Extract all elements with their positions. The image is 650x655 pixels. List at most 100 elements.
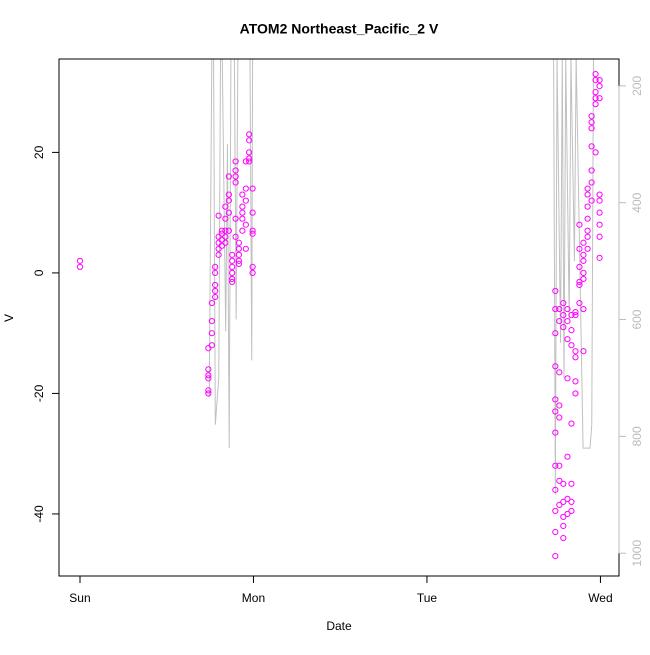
point xyxy=(222,227,229,234)
point xyxy=(572,348,579,355)
point xyxy=(588,167,595,174)
point xyxy=(584,215,591,222)
point xyxy=(596,95,603,102)
y2-tick-label: 800 xyxy=(630,426,644,446)
point xyxy=(225,209,232,216)
point xyxy=(592,89,599,96)
point xyxy=(568,327,575,334)
y-tick-label: 20 xyxy=(32,145,46,159)
point xyxy=(576,263,583,270)
point xyxy=(564,453,571,460)
point xyxy=(249,269,256,277)
point xyxy=(580,239,587,246)
point xyxy=(592,149,599,156)
point xyxy=(212,269,219,277)
point xyxy=(76,257,84,264)
point xyxy=(239,191,246,198)
point xyxy=(564,495,571,502)
y2-tick-label: 400 xyxy=(630,192,644,212)
point xyxy=(564,318,571,325)
point xyxy=(229,257,236,264)
point xyxy=(588,197,595,204)
point xyxy=(218,230,225,237)
point xyxy=(564,336,571,343)
point xyxy=(246,149,253,156)
point xyxy=(218,227,225,234)
point xyxy=(556,305,563,313)
point xyxy=(584,227,591,234)
point xyxy=(564,375,571,382)
point xyxy=(205,375,212,382)
point xyxy=(222,203,229,210)
point xyxy=(552,287,559,295)
point xyxy=(215,212,222,219)
point xyxy=(76,263,84,270)
point xyxy=(556,402,563,409)
point xyxy=(568,420,575,427)
point xyxy=(205,390,212,397)
point xyxy=(552,396,559,403)
point xyxy=(572,311,579,319)
point xyxy=(235,251,243,258)
point xyxy=(564,510,571,518)
point xyxy=(580,305,587,313)
plot-area xyxy=(76,59,603,560)
point xyxy=(560,299,567,307)
point xyxy=(242,197,249,204)
point xyxy=(208,330,215,337)
y-tick-label: 0 xyxy=(32,269,46,276)
point xyxy=(225,227,232,234)
point xyxy=(249,230,256,237)
point xyxy=(232,215,239,222)
point xyxy=(232,233,239,240)
point xyxy=(560,324,567,331)
point xyxy=(596,191,603,198)
point xyxy=(584,191,591,198)
point xyxy=(212,287,219,295)
point xyxy=(564,305,571,313)
point xyxy=(596,83,603,90)
x-tick-label: Wed xyxy=(588,591,612,605)
point xyxy=(222,239,229,246)
y-axis-label: V xyxy=(2,314,16,322)
x-tick-label: Sun xyxy=(69,591,90,605)
point xyxy=(205,366,212,373)
point xyxy=(552,486,559,493)
point xyxy=(552,429,559,436)
point xyxy=(235,245,243,252)
point xyxy=(552,408,559,415)
point xyxy=(242,221,249,228)
point xyxy=(568,311,575,319)
point xyxy=(229,251,236,258)
x-tick-label: Tue xyxy=(417,591,438,605)
point xyxy=(225,191,232,198)
point xyxy=(242,185,249,192)
point xyxy=(242,245,249,252)
point xyxy=(596,209,603,216)
point xyxy=(568,480,575,487)
point xyxy=(246,137,253,144)
point xyxy=(229,263,236,270)
point xyxy=(568,342,575,349)
point xyxy=(584,185,591,192)
point xyxy=(205,372,212,379)
point xyxy=(584,203,591,210)
point xyxy=(576,299,583,307)
point xyxy=(556,462,563,469)
point xyxy=(580,348,587,355)
point xyxy=(229,278,236,286)
point xyxy=(588,113,595,120)
point xyxy=(588,125,595,132)
point xyxy=(235,239,243,246)
x-tick-label: Mon xyxy=(242,591,265,605)
point xyxy=(235,260,243,267)
y2-tick-label: 200 xyxy=(630,76,644,96)
x-axis-label: Date xyxy=(326,619,352,633)
point xyxy=(208,342,215,349)
point xyxy=(246,158,253,165)
point xyxy=(552,330,559,337)
point xyxy=(576,221,583,228)
point xyxy=(552,507,559,515)
point xyxy=(239,215,246,222)
chart-title: ATOM2 Northeast_Pacific_2 V xyxy=(240,21,439,37)
